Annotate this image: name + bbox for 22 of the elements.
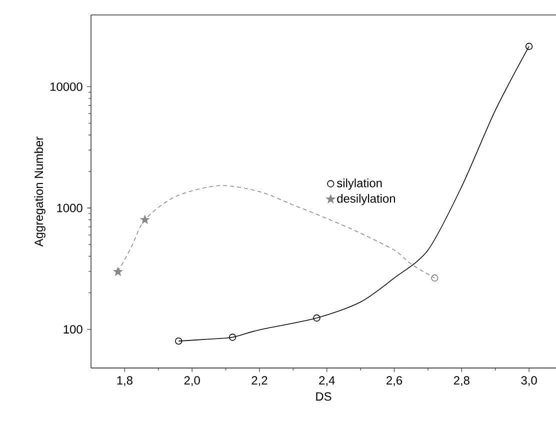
point	[140, 215, 150, 224]
point	[228, 334, 236, 341]
y-tick-label: 100	[64, 325, 82, 334]
x-axis-title: DS	[316, 392, 332, 401]
point	[114, 267, 122, 276]
point	[175, 337, 182, 345]
point	[313, 314, 320, 322]
x-tick-label: 2,2	[252, 376, 268, 386]
x-tick-label: 1,8	[117, 376, 132, 386]
x-tick-label: 2,6	[386, 376, 402, 386]
y-tick-label: 1000	[57, 204, 82, 212]
x-tick-label: 3,0	[521, 376, 537, 386]
y-tick-label: 10000	[50, 82, 82, 91]
point	[525, 42, 533, 50]
x-tick-label: 2,0	[184, 376, 200, 386]
x-tick-label: 2,8	[454, 376, 470, 386]
legend-label: desilylation	[337, 194, 395, 206]
y-axis-title: Aggregation Number	[34, 136, 46, 247]
x-tick-label: 2,4	[319, 376, 335, 386]
legend-label: silylation	[336, 178, 382, 190]
point	[431, 274, 438, 282]
line-series	[178, 46, 530, 342]
